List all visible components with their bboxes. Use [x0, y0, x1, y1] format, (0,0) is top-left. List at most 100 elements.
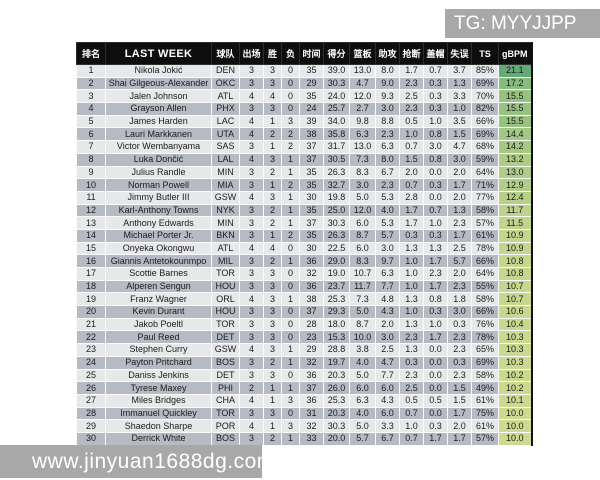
cell-losses: 1	[281, 203, 300, 218]
cell-turnovers: 1.7	[447, 406, 472, 421]
table-row: 30 Derrick White BOS 3 2 1 33 20.0 5.7 6.7 0.7 1.7 1…	[76, 431, 533, 446]
cell-ts: 69%	[471, 76, 499, 91]
cell-gbpm: 10.3	[498, 330, 533, 345]
column-header-wins: 胜	[263, 42, 282, 65]
cell-minutes: 28	[299, 317, 324, 332]
cell-turnovers: 2.3	[447, 330, 472, 345]
cell-blocks: 0.0	[423, 368, 448, 383]
cell-blocks: 1.0	[423, 114, 448, 129]
cell-points: 26.3	[323, 228, 350, 243]
cell-team: POR	[211, 419, 240, 433]
table-row: 15 Onyeka Okongwu ATL 4 4 0 30 22.5 6.0 3.0 1.3 1.3…	[76, 241, 533, 256]
cell-wins: 3	[263, 368, 282, 383]
cell-points: 30.5	[323, 152, 350, 167]
cell-rebounds: 12.0	[349, 89, 376, 104]
cell-steals: 0.3	[399, 228, 424, 243]
cell-points: 31.7	[323, 140, 350, 154]
cell-assists: 7.7	[375, 279, 400, 294]
cell-points: 26.0	[323, 381, 350, 395]
cell-games: 3	[239, 140, 264, 154]
cell-games: 3	[239, 406, 264, 421]
cell-rank: 15	[76, 241, 106, 256]
cell-assists: 4.7	[375, 355, 400, 370]
table-row: 26 Tyrese Maxey PHI 2 1 1 37 26.0 6.0 6.0 2.5 0.0 1.…	[76, 381, 533, 395]
table-row: 9 Julius Randle MIN 3 2 1 35 26.3 8.3 6.7 2.0 0.0 2.…	[76, 165, 533, 180]
cell-points: 23.7	[323, 279, 350, 294]
cell-rank: 13	[76, 216, 106, 230]
cell-steals: 0.3	[399, 355, 424, 370]
cell-rebounds: 5.0	[349, 305, 376, 319]
cell-losses: 0	[281, 368, 300, 383]
cell-ts: 82%	[471, 102, 499, 116]
cell-steals: 1.0	[399, 267, 424, 281]
cell-blocks: 0.3	[423, 419, 448, 433]
cell-minutes: 30	[299, 241, 324, 256]
cell-points: 19.8	[323, 190, 350, 205]
cell-player: Norman Powell	[105, 178, 212, 192]
cell-assists: 2.3	[375, 127, 400, 142]
cell-games: 3	[239, 102, 264, 116]
cell-gbpm: 10.3	[498, 343, 533, 357]
cell-steals: 1.0	[399, 305, 424, 319]
table-row: 7 Victor Wembanyama SAS 3 1 2 37 31.7 13.0 6.3 0.7…	[76, 140, 533, 154]
cell-points: 39.0	[323, 64, 350, 78]
telegram-watermark: TG: MYYJJPP	[445, 9, 600, 38]
cell-assists: 9.0	[375, 76, 400, 91]
cell-losses: 0	[281, 406, 300, 421]
cell-assists: 3.0	[375, 241, 400, 256]
cell-turnovers: 2.0	[447, 267, 472, 281]
cell-blocks: 0.0	[423, 190, 448, 205]
cell-points: 30.3	[323, 216, 350, 230]
cell-rank: 17	[76, 267, 106, 281]
cell-wins: 1	[263, 393, 282, 408]
table-row: 27 Miles Bridges CHA 4 1 3 36 25.3 6.3 4.3 0.5 0.5 1…	[76, 393, 533, 408]
cell-wins: 3	[263, 406, 282, 421]
cell-player: Shaedon Sharpe	[105, 419, 212, 433]
cell-rank: 5	[76, 114, 106, 129]
cell-gbpm: 10.3	[498, 355, 533, 370]
cell-rank: 22	[76, 330, 106, 345]
cell-rebounds: 12.0	[349, 203, 376, 218]
cell-games: 3	[239, 216, 264, 230]
cell-ts: 70%	[471, 89, 499, 104]
cell-team: PHI	[211, 381, 240, 395]
cell-wins: 3	[263, 64, 282, 78]
cell-assists: 9.3	[375, 89, 400, 104]
cell-blocks: 1.3	[423, 241, 448, 256]
table-row: 16 Giannis Antetokounmpo MIL 3 2 1 36 29.0 8.3 9.…	[76, 254, 533, 268]
table-row: 2 Shai Gilgeous-Alexander OKC 3 3 0 29 30.3 4.7 9…	[76, 76, 533, 91]
table-row: 20 Kevin Durant HOU 3 3 0 37 29.3 5.0 4.3 1.0 0.3 3.…	[76, 305, 533, 319]
cell-minutes: 32	[299, 419, 324, 433]
cell-rank: 2	[76, 76, 106, 91]
cell-blocks: 0.8	[423, 152, 448, 167]
cell-wins: 3	[263, 305, 282, 319]
table-row: 25 Daniss Jenkins DET 3 3 0 36 20.3 5.0 7.7 2.3 0.0…	[76, 368, 533, 383]
cell-rebounds: 6.3	[349, 393, 376, 408]
cell-rebounds: 5.0	[349, 190, 376, 205]
cell-points: 29.3	[323, 305, 350, 319]
cell-wins: 2	[263, 127, 282, 142]
cell-player: Jalen Johnson	[105, 89, 212, 104]
cell-wins: 3	[263, 267, 282, 281]
cell-minutes: 36	[299, 368, 324, 383]
column-header-losses: 负	[281, 42, 300, 65]
cell-losses: 2	[281, 140, 300, 154]
cell-minutes: 38	[299, 292, 324, 307]
cell-rank: 3	[76, 89, 106, 104]
table-row: 14 Michael Porter Jr. BKN 3 1 2 35 26.3 8.7 5.7 0.…	[76, 228, 533, 243]
cell-games: 3	[239, 279, 264, 294]
cell-team: MIN	[211, 216, 240, 230]
cell-rebounds: 13.0	[349, 140, 376, 154]
cell-points: 25.3	[323, 393, 350, 408]
cell-points: 19.0	[323, 267, 350, 281]
cell-steals: 1.3	[399, 317, 424, 332]
column-header-blocks: 盖帽	[423, 42, 448, 65]
cell-rank: 19	[76, 292, 106, 307]
cell-team: TOR	[211, 317, 240, 332]
cell-steals: 0.7	[399, 140, 424, 154]
cell-wins: 3	[263, 292, 282, 307]
cell-blocks: 0.3	[423, 305, 448, 319]
cell-ts: 69%	[471, 355, 499, 370]
cell-ts: 64%	[471, 267, 499, 281]
column-header-assists: 助攻	[375, 42, 400, 65]
